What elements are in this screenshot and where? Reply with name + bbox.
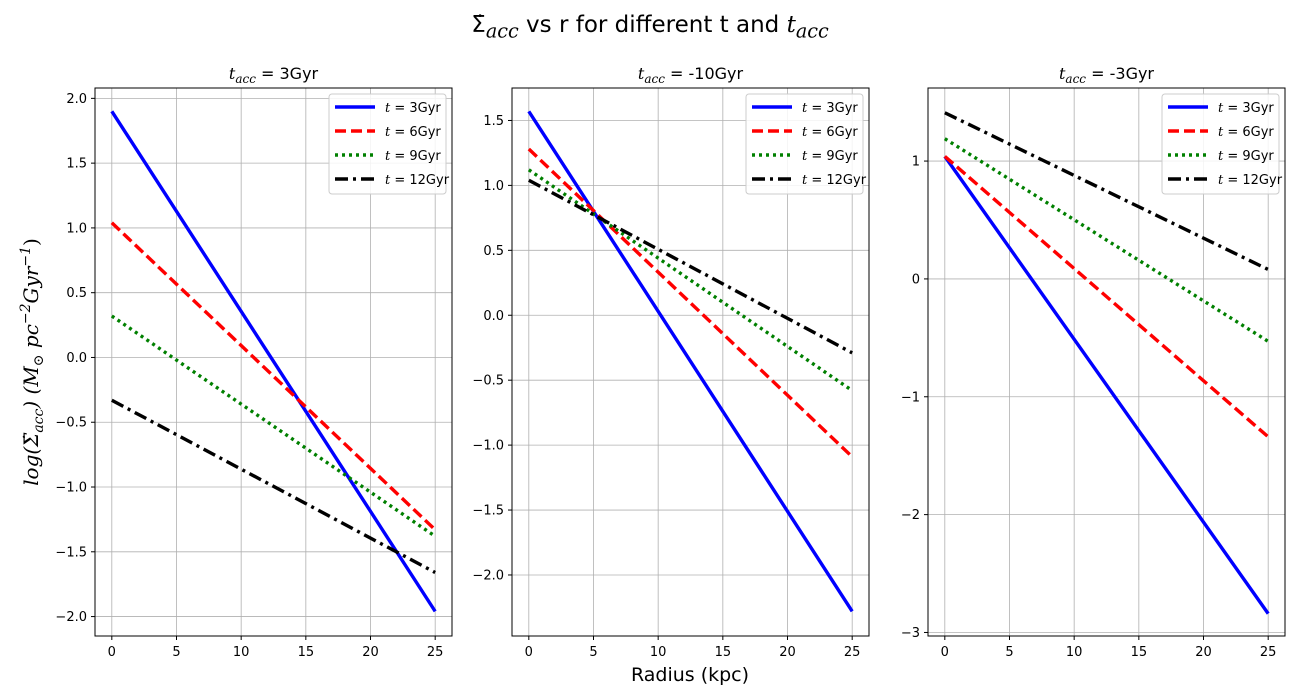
y-tick-label: −1.5 [55, 545, 87, 560]
series-line-t-6gyr [527, 147, 854, 459]
subplot-1: 0 5 10 15 20 25 −2.0 −1.5 −1.0 −0.5 0.0 0.5 1.0 1.5 2.… [55, 64, 453, 660]
series-line-t-12gyr [528, 178, 853, 355]
series-line-t-12gyr [944, 111, 1269, 272]
y-tick-label: 0 [912, 272, 920, 287]
x-tick-label: 20 [362, 645, 379, 660]
series-line-t-3gyr [527, 110, 854, 613]
y-tick-label: −0.5 [55, 416, 87, 431]
legend-label: t = 12Gyr [1218, 173, 1283, 188]
series-line-t-3gyr [110, 110, 437, 613]
x-tick-label: 15 [715, 645, 732, 660]
y-tick-label: 1.5 [66, 157, 87, 172]
x-axis-label: Radius (kpc) [631, 664, 749, 686]
x-tick-label: 25 [844, 645, 861, 660]
axes-frame [94, 87, 453, 637]
legend-label: t = 3Gyr [802, 101, 858, 116]
y-tick-label: 1.0 [66, 221, 87, 236]
x-tick-label: 5 [172, 645, 180, 660]
series-line-t-3gyr [943, 155, 1270, 615]
axes-frame [511, 87, 870, 637]
series-line-t-9gyr [110, 314, 437, 538]
legend: t = 3Gyr t = 6Gyr t = 9Gyr t = 12Gyr [328, 93, 450, 195]
y-tick-label: 0.5 [66, 286, 87, 301]
x-tick-label: 5 [1005, 645, 1013, 660]
x-tick-label: 0 [525, 645, 533, 660]
y-tick-label: −1.5 [472, 504, 504, 519]
legend: t = 3Gyr t = 6Gyr t = 9Gyr t = 12Gyr [745, 93, 867, 195]
legend-label: t = 6Gyr [1218, 125, 1274, 140]
series-line-t-12gyr [111, 398, 436, 575]
y-tick-label: 0.5 [483, 244, 504, 259]
subplot-title: tacc = 3Gyr [229, 64, 319, 86]
figure-title: Σ̇acc vs r for different t and tacc [471, 12, 829, 43]
y-tick-label: 1 [912, 155, 920, 170]
y-tick-label: 0.0 [66, 351, 87, 366]
subplot-title: tacc = -3Gyr [1059, 64, 1154, 86]
legend: t = 3Gyr t = 6Gyr t = 9Gyr t = 12Gyr [1161, 93, 1283, 195]
x-tick-label: 10 [233, 645, 250, 660]
y-tick-label: 1.0 [483, 179, 504, 194]
x-tick-label: 10 [650, 645, 667, 660]
y-tick-label: 0.0 [483, 309, 504, 324]
legend-frame [745, 93, 864, 195]
x-tick-label: 5 [589, 645, 597, 660]
axes-frame [927, 87, 1286, 637]
legend-label: t = 3Gyr [385, 101, 441, 116]
y-tick-label: −1.0 [55, 481, 87, 496]
y-tick-label: 1.5 [483, 114, 504, 129]
legend-label: t = 9Gyr [385, 149, 441, 164]
legend-label: t = 12Gyr [385, 173, 450, 188]
y-axis-label: log(Σ̇acc) (M⊙ pc−2Gyr−1) [18, 238, 47, 486]
series-line-t-9gyr [943, 137, 1270, 343]
subplot-title: tacc = -10Gyr [638, 64, 744, 86]
y-tick-label: −2.0 [472, 568, 504, 583]
series-line-t-9gyr [527, 168, 854, 392]
x-tick-label: 25 [427, 645, 444, 660]
legend-label: t = 6Gyr [802, 125, 858, 140]
y-tick-label: −1.0 [472, 439, 504, 454]
x-tick-label: 10 [1066, 645, 1083, 660]
y-tick-label: −0.5 [472, 374, 504, 389]
x-tick-label: 20 [779, 645, 796, 660]
y-tick-label: −2.0 [55, 610, 87, 625]
y-tick-label: −2 [901, 508, 920, 523]
series-line-t-6gyr [943, 155, 1270, 439]
y-tick-label: −1 [901, 390, 920, 405]
x-tick-label: 0 [108, 645, 116, 660]
y-tick-label: −3 [901, 626, 920, 641]
legend-frame [1161, 93, 1280, 195]
x-tick-label: 25 [1260, 645, 1277, 660]
legend-label: t = 6Gyr [385, 125, 441, 140]
legend-frame [328, 93, 447, 195]
y-tick-label: 2.0 [66, 92, 87, 107]
legend-label: t = 9Gyr [1218, 149, 1274, 164]
series-line-t-6gyr [110, 221, 437, 532]
x-tick-label: 15 [298, 645, 315, 660]
legend-label: t = 9Gyr [802, 149, 858, 164]
x-tick-label: 15 [1131, 645, 1148, 660]
subplot-2: 0 5 10 15 20 25 −2.0 −1.5 −1.0 −0.5 0.0 0.5 1.0 1.5 ta… [472, 64, 870, 660]
x-tick-label: 0 [941, 645, 949, 660]
legend-label: t = 3Gyr [1218, 101, 1274, 116]
legend-label: t = 12Gyr [802, 173, 867, 188]
x-tick-label: 20 [1195, 645, 1212, 660]
